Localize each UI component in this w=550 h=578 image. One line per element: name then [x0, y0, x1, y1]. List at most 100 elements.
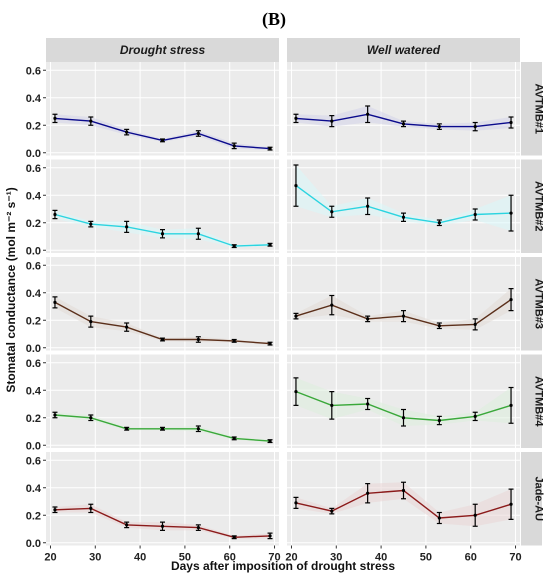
panel: [287, 257, 520, 351]
x-tick-label: 40: [134, 552, 146, 564]
y-tick-label: 0.2: [26, 120, 41, 132]
data-point: [294, 390, 298, 394]
panel: 0.0 0.2 0.4 0.6 20 30 40 50 60 70: [26, 452, 281, 564]
data-point: [53, 508, 57, 512]
panel: 20 30 40 50 60 70: [285, 452, 522, 564]
panel: 0.0 0.2 0.4 0.6: [26, 257, 279, 355]
panel-background: [46, 159, 279, 253]
data-point: [125, 427, 129, 431]
row-strip: [521, 159, 542, 253]
data-point: [89, 416, 93, 420]
y-tick-label: 0.0: [26, 148, 41, 160]
column-strip: [46, 38, 279, 62]
data-point: [509, 502, 513, 506]
x-tick-label: 50: [420, 552, 432, 564]
panel: 0.0 0.2 0.4 0.6: [26, 354, 279, 452]
data-point: [232, 244, 236, 248]
data-point: [473, 322, 477, 326]
data-point: [53, 413, 57, 417]
data-point: [330, 210, 334, 214]
row-strip-label: AVTMB#4: [533, 376, 545, 427]
data-point: [437, 324, 441, 328]
column-strip: [287, 38, 520, 62]
x-tick-label: 70: [268, 552, 280, 564]
confidence-ribbon: [296, 106, 511, 131]
confidence-ribbon: [55, 296, 270, 345]
data-point: [366, 317, 370, 321]
column-strip-label: Drought stress: [120, 43, 206, 57]
panel-background: [287, 62, 520, 156]
row-strip: [521, 452, 542, 546]
data-point: [473, 125, 477, 129]
x-tick-label: 20: [285, 552, 297, 564]
data-point: [473, 414, 477, 418]
data-point: [294, 314, 298, 318]
data-point: [437, 516, 441, 520]
y-tick-label: 0.6: [26, 358, 41, 370]
data-point: [89, 222, 93, 226]
panel: [287, 159, 520, 253]
y-tick-label: 0.4: [26, 288, 42, 300]
data-point: [196, 337, 200, 342]
data-point: [160, 427, 165, 431]
data-point: [330, 119, 334, 123]
panel: 0.0 0.2 0.4 0.6: [26, 62, 279, 160]
data-point: [509, 120, 513, 125]
y-tick-label: 0.4: [26, 385, 42, 397]
data-point: [330, 403, 334, 407]
data-point: [330, 303, 334, 307]
data-point: [160, 337, 165, 342]
data-point: [401, 416, 406, 420]
confidence-ribbon: [296, 482, 511, 527]
data-point: [53, 212, 57, 217]
data-point: [196, 131, 200, 136]
row-strip-label: AVTMB#1: [533, 83, 545, 134]
data-point: [401, 215, 406, 219]
y-tick-label: 0.2: [26, 510, 41, 522]
y-tick-label: 0.6: [26, 65, 41, 77]
data-point: [89, 506, 93, 510]
data-point: [232, 436, 236, 440]
x-tick-label: 60: [224, 552, 236, 564]
data-point: [437, 418, 441, 423]
confidence-ribbon: [296, 377, 511, 426]
data-point: [294, 184, 298, 188]
data-point: [125, 523, 129, 527]
data-point: [268, 147, 272, 151]
y-tick-label: 0.2: [26, 218, 41, 230]
x-tick-label: 40: [375, 552, 387, 564]
row-strip: [521, 62, 542, 156]
data-point: [330, 509, 334, 513]
data-point: [232, 339, 236, 343]
y-tick-label: 0.0: [26, 440, 41, 452]
panel: 0.0 0.2 0.4 0.6: [26, 159, 279, 257]
y-axis-title: Stomatal conductance (mol m⁻² s⁻¹): [4, 187, 18, 392]
data-point: [294, 116, 298, 120]
y-tick-label: 0.0: [26, 538, 41, 550]
data-point: [366, 402, 370, 406]
data-point: [196, 526, 200, 530]
panel-background: [46, 452, 279, 546]
confidence-ribbon: [55, 504, 270, 539]
x-tick-label: 60: [465, 552, 477, 564]
y-tick-label: 0.2: [26, 413, 41, 425]
confidence-ribbon: [55, 210, 270, 248]
figure-label: (B): [262, 9, 286, 30]
data-point: [125, 225, 129, 229]
column-strip-label: Well watered: [367, 43, 441, 57]
panel: [287, 354, 520, 448]
row-strip: [521, 257, 542, 351]
y-tick-label: 0.4: [26, 190, 42, 202]
panel-background: [46, 354, 279, 448]
data-point: [89, 320, 93, 324]
y-tick-label: 0.6: [26, 260, 41, 272]
panel-background: [46, 257, 279, 351]
row-strip-label: AVTMB#3: [533, 278, 545, 329]
data-point: [160, 138, 165, 142]
data-point: [401, 122, 406, 126]
data-point: [437, 221, 441, 225]
data-point: [473, 513, 477, 517]
data-point: [125, 130, 129, 134]
data-point: [509, 211, 513, 215]
